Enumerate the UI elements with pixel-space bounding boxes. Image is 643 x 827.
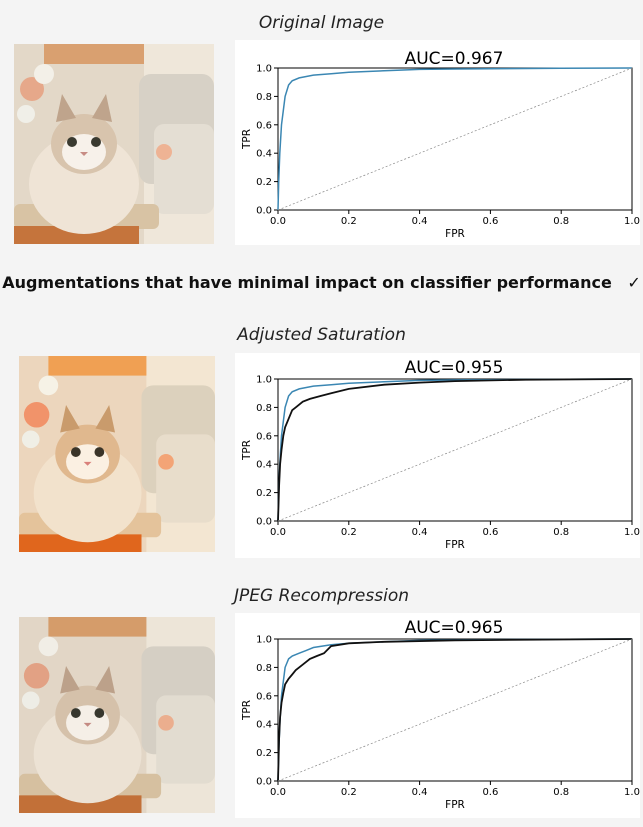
auc-label: AUC=0.965: [405, 618, 504, 638]
x-tick-label: 0.0: [270, 216, 286, 227]
y-tick-label: 0.2: [256, 748, 272, 759]
y-tick-label: 0.2: [256, 177, 272, 188]
cat-illustration: [14, 44, 214, 244]
diagonal-reference-line: [277, 638, 633, 782]
x-tick-label: 1.0: [624, 787, 640, 798]
y-tick-label: 0.0: [256, 517, 272, 528]
x-tick-label: 0.8: [553, 216, 569, 227]
augmentation-banner: Augmentations that have minimal impact o…: [0, 273, 643, 292]
y-tick-label: 0.8: [256, 403, 272, 414]
plot-frame: [277, 638, 633, 782]
roc-curve-1: [277, 638, 633, 782]
x-tick-label: 0.2: [341, 787, 357, 798]
plot-frame: [277, 378, 633, 522]
roc-curve-0: [277, 67, 633, 211]
cat-illustration: [19, 617, 215, 813]
y-tick-label: 0.0: [256, 777, 272, 788]
y-tick-label: 0.4: [256, 149, 272, 160]
roc-curve-0: [277, 378, 633, 522]
section-title-jpeg: JPEG Recompression: [233, 586, 409, 606]
y-tick-label: 0.4: [256, 720, 272, 731]
diagonal-reference-line: [277, 378, 633, 522]
y-axis-label: TPR: [241, 440, 253, 461]
banner-text: Augmentations that have minimal impact o…: [2, 273, 612, 292]
y-axis-label: TPR: [241, 129, 253, 150]
section-title-original: Original Image: [258, 13, 385, 33]
roc-panel-original: AUC=0.967 0.0 0.2 0.4 0.6 0.8 1.0 0.0 0.2 0.4 0.6…: [235, 40, 640, 245]
x-tick-label: 0.8: [553, 787, 569, 798]
roc-curve-1: [277, 378, 633, 522]
y-tick-label: 0.0: [256, 206, 272, 217]
x-axis-label: FPR: [445, 799, 465, 811]
cat-illustration: [19, 356, 215, 552]
cat-photo-original: [14, 44, 214, 244]
auc-label: AUC=0.967: [405, 49, 504, 69]
y-tick-label: 1.0: [256, 375, 272, 386]
roc-panel-jpeg: AUC=0.965 0.0 0.2 0.4 0.6 0.8 1.0 0.0 0.2 0.4 0.6…: [235, 613, 640, 818]
x-axis-label: FPR: [445, 228, 465, 240]
x-tick-label: 0.4: [412, 527, 428, 538]
check-icon: ✓: [627, 273, 641, 292]
y-tick-label: 0.2: [256, 488, 272, 499]
x-tick-label: 0.8: [553, 527, 569, 538]
x-tick-label: 0.6: [482, 216, 498, 227]
x-tick-label: 0.6: [482, 787, 498, 798]
y-tick-label: 0.6: [256, 120, 272, 131]
x-tick-label: 0.2: [341, 216, 357, 227]
cat-photo-saturation: [19, 356, 215, 552]
roc-chart-original: AUC=0.967 0.0 0.2 0.4 0.6 0.8 1.0 0.0 0.2 0.4 0.6…: [241, 49, 640, 240]
section-title-saturation: Adjusted Saturation: [237, 325, 406, 345]
roc-chart-jpeg: AUC=0.965 0.0 0.2 0.4 0.6 0.8 1.0 0.0 0.2 0.4 0.6…: [241, 618, 640, 811]
x-tick-label: 0.6: [482, 527, 498, 538]
y-axis-label: TPR: [241, 700, 253, 721]
y-tick-label: 0.6: [256, 431, 272, 442]
x-axis-label: FPR: [445, 539, 465, 551]
y-tick-label: 1.0: [256, 64, 272, 75]
auc-label: AUC=0.955: [405, 358, 504, 378]
y-tick-label: 0.8: [256, 663, 272, 674]
x-tick-label: 0.0: [270, 527, 286, 538]
x-tick-label: 0.2: [341, 527, 357, 538]
x-tick-label: 0.4: [412, 787, 428, 798]
y-tick-label: 0.8: [256, 92, 272, 103]
diagonal-reference-line: [277, 67, 633, 211]
roc-chart-saturation: AUC=0.955 0.0 0.2 0.4 0.6 0.8 1.0 0.0 0.2 0.4 0.6…: [241, 358, 640, 551]
roc-panel-saturation: AUC=0.955 0.0 0.2 0.4 0.6 0.8 1.0 0.0 0.2 0.4 0.6…: [235, 353, 640, 558]
x-tick-label: 1.0: [624, 527, 640, 538]
cat-photo-jpeg: [19, 617, 215, 813]
x-tick-label: 1.0: [624, 216, 640, 227]
y-tick-label: 0.4: [256, 460, 272, 471]
x-tick-label: 0.0: [270, 787, 286, 798]
y-tick-label: 1.0: [256, 635, 272, 646]
plot-frame: [277, 67, 633, 211]
x-tick-label: 0.4: [412, 216, 428, 227]
y-tick-label: 0.6: [256, 691, 272, 702]
